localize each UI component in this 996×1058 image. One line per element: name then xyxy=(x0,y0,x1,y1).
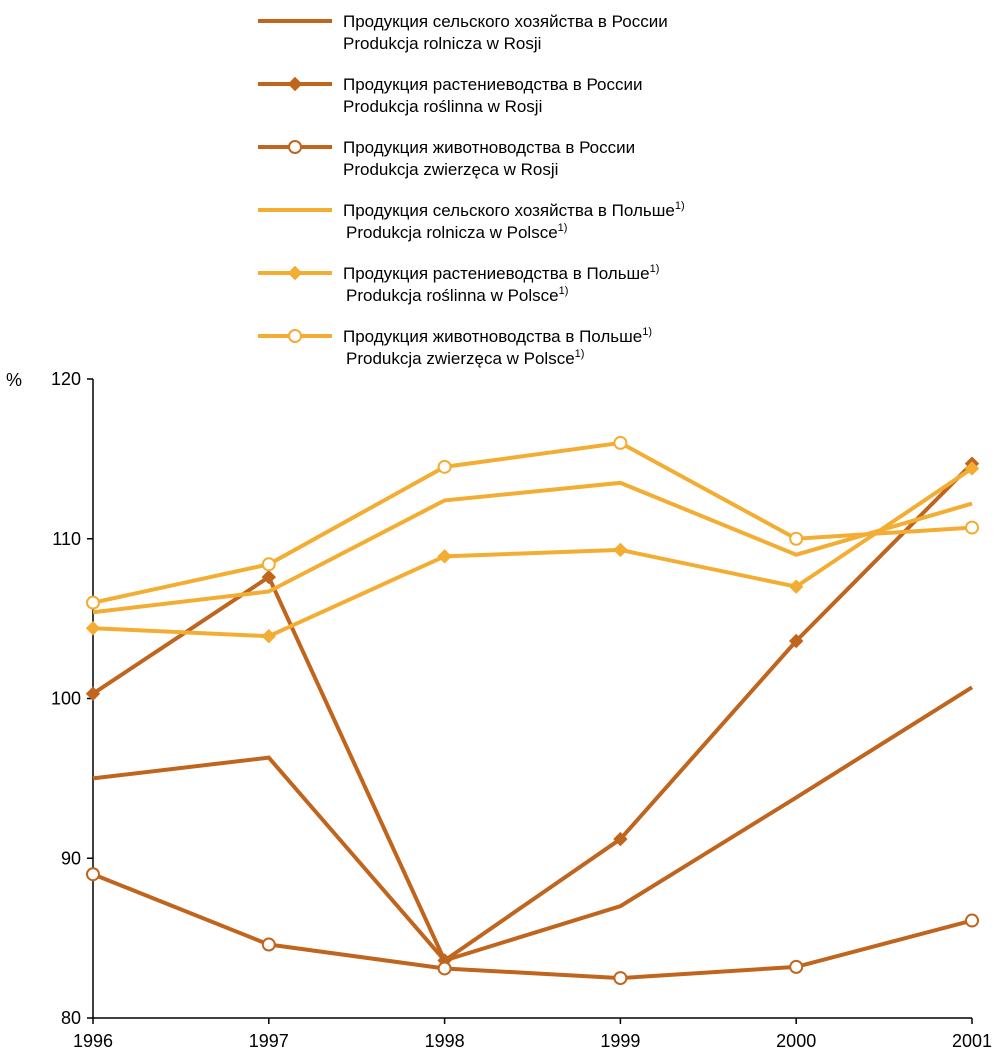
legend-footnote-mark: 1) xyxy=(559,285,569,297)
data-point-ru-crop xyxy=(788,633,804,649)
chart-axes: % 80 90 100 110 120 1996 1997 1998 1999 2000 2001 xyxy=(6,369,992,1051)
data-point-pl-animal xyxy=(437,459,452,474)
legend-footnote-mark: 1) xyxy=(575,348,585,360)
series-line-pl-agri xyxy=(92,480,973,615)
data-point-pl-crop xyxy=(964,461,980,476)
legend-label-line2: Produkcja zwierzęca w Rosji xyxy=(343,160,558,179)
legend-footnote-mark: 1) xyxy=(675,200,685,212)
legend-footnote-mark: 1) xyxy=(650,263,660,275)
series-ru-agri xyxy=(92,685,974,963)
legend-swatch-marker xyxy=(287,76,303,92)
legend-label-line2: Produkcja roślinna w Polsce1) xyxy=(346,285,568,305)
data-point-ru-animal xyxy=(437,961,452,976)
data-point-pl-crop xyxy=(613,542,628,558)
legend-label-line1: Продукция растениеводства в России xyxy=(343,75,643,94)
series-line-ru-agri xyxy=(92,685,974,963)
data-point-pl-animal xyxy=(261,557,276,572)
legend-label-line2: Produkcja rolnicza w Polsce1) xyxy=(346,222,567,242)
data-point-pl-crop xyxy=(437,549,452,564)
y-tick-label: 80 xyxy=(61,1008,81,1028)
series-line-pl-animal xyxy=(92,440,973,605)
y-tick-label: 120 xyxy=(51,369,81,389)
series-layer xyxy=(85,435,980,986)
chart-legend: Продукция сельского хозяйства в России Pr… xyxy=(258,12,685,368)
y-tick-label: 110 xyxy=(52,529,81,549)
legend-label-line1: Продукция животноводства в Польше1) xyxy=(343,326,652,346)
series-line-pl-crop xyxy=(92,466,974,639)
x-tick-label: 2000 xyxy=(776,1031,816,1051)
data-point-ru-animal xyxy=(789,959,804,974)
data-point-pl-animal xyxy=(789,531,804,546)
x-tick-label: 1997 xyxy=(249,1031,289,1051)
y-tick-label: 90 xyxy=(61,848,81,868)
legend-swatch-marker xyxy=(288,329,302,343)
data-point-ru-crop xyxy=(261,569,277,585)
legend-label-line2: Produkcja zwierzęca w Polsce1) xyxy=(346,348,584,368)
series-pl-crop xyxy=(85,461,980,644)
y-tick-label: 100 xyxy=(51,689,81,709)
legend-footnote-mark: 1) xyxy=(558,222,568,234)
x-tick-label: 1999 xyxy=(600,1031,640,1051)
legend-item-ru-crop: Продукция растениеводства в России Produk… xyxy=(258,75,643,116)
legend-label-line2: Produkcja rolnicza w Rosji xyxy=(343,34,541,53)
data-point-ru-animal xyxy=(261,937,276,952)
data-point-ru-crop xyxy=(613,831,628,847)
data-point-ru-animal xyxy=(613,971,628,986)
x-tick-label: 2001 xyxy=(952,1031,992,1051)
data-point-pl-animal xyxy=(613,435,628,450)
series-line-ru-crop xyxy=(91,462,974,964)
series-ru-crop xyxy=(85,456,980,968)
legend-label-line2: Produkcja roślinna w Rosji xyxy=(343,97,542,116)
y-axis-unit-label: % xyxy=(6,370,22,390)
x-tick-label: 1998 xyxy=(425,1031,465,1051)
legend-swatch-marker xyxy=(287,265,303,281)
legend-item-pl-crop: Продукция растениеводства в Польше1)Prod… xyxy=(258,263,659,305)
x-tick-label: 1996 xyxy=(73,1031,113,1051)
data-point-pl-animal xyxy=(86,595,100,610)
data-point-pl-crop xyxy=(261,628,277,644)
legend-label-line1: Продукция сельского хозяйства в России xyxy=(343,12,668,31)
data-point-ru-animal xyxy=(86,867,100,882)
data-point-ru-animal xyxy=(965,913,979,928)
data-point-pl-animal xyxy=(965,520,979,535)
data-point-ru-crop xyxy=(85,686,101,701)
legend-label-line1: Продукция сельского хозяйства в Польше1) xyxy=(343,200,685,220)
data-point-pl-crop xyxy=(788,579,804,594)
legend-item-pl-animal: Продукция животноводства в Польше1)Produ… xyxy=(258,326,652,368)
legend-item-pl-agri: Продукция сельского хозяйства в Польше1)… xyxy=(258,200,685,242)
legend-item-ru-animal: Продукция животноводства в России Produkc… xyxy=(258,138,635,179)
legend-swatch-marker xyxy=(288,140,302,154)
legend-label-line1: Продукция животноводства в России xyxy=(343,138,635,157)
series-line-ru-animal xyxy=(92,872,973,981)
legend-footnote-mark: 1) xyxy=(642,326,652,338)
legend-label-line1: Продукция растениеводства в Польше1) xyxy=(343,263,659,283)
series-ru-animal xyxy=(86,867,979,986)
data-point-pl-crop xyxy=(85,621,101,636)
series-pl-animal xyxy=(86,435,979,610)
legend-item-ru-agri: Продукция сельского хозяйства в России Pr… xyxy=(258,12,668,53)
series-pl-agri xyxy=(92,480,973,615)
